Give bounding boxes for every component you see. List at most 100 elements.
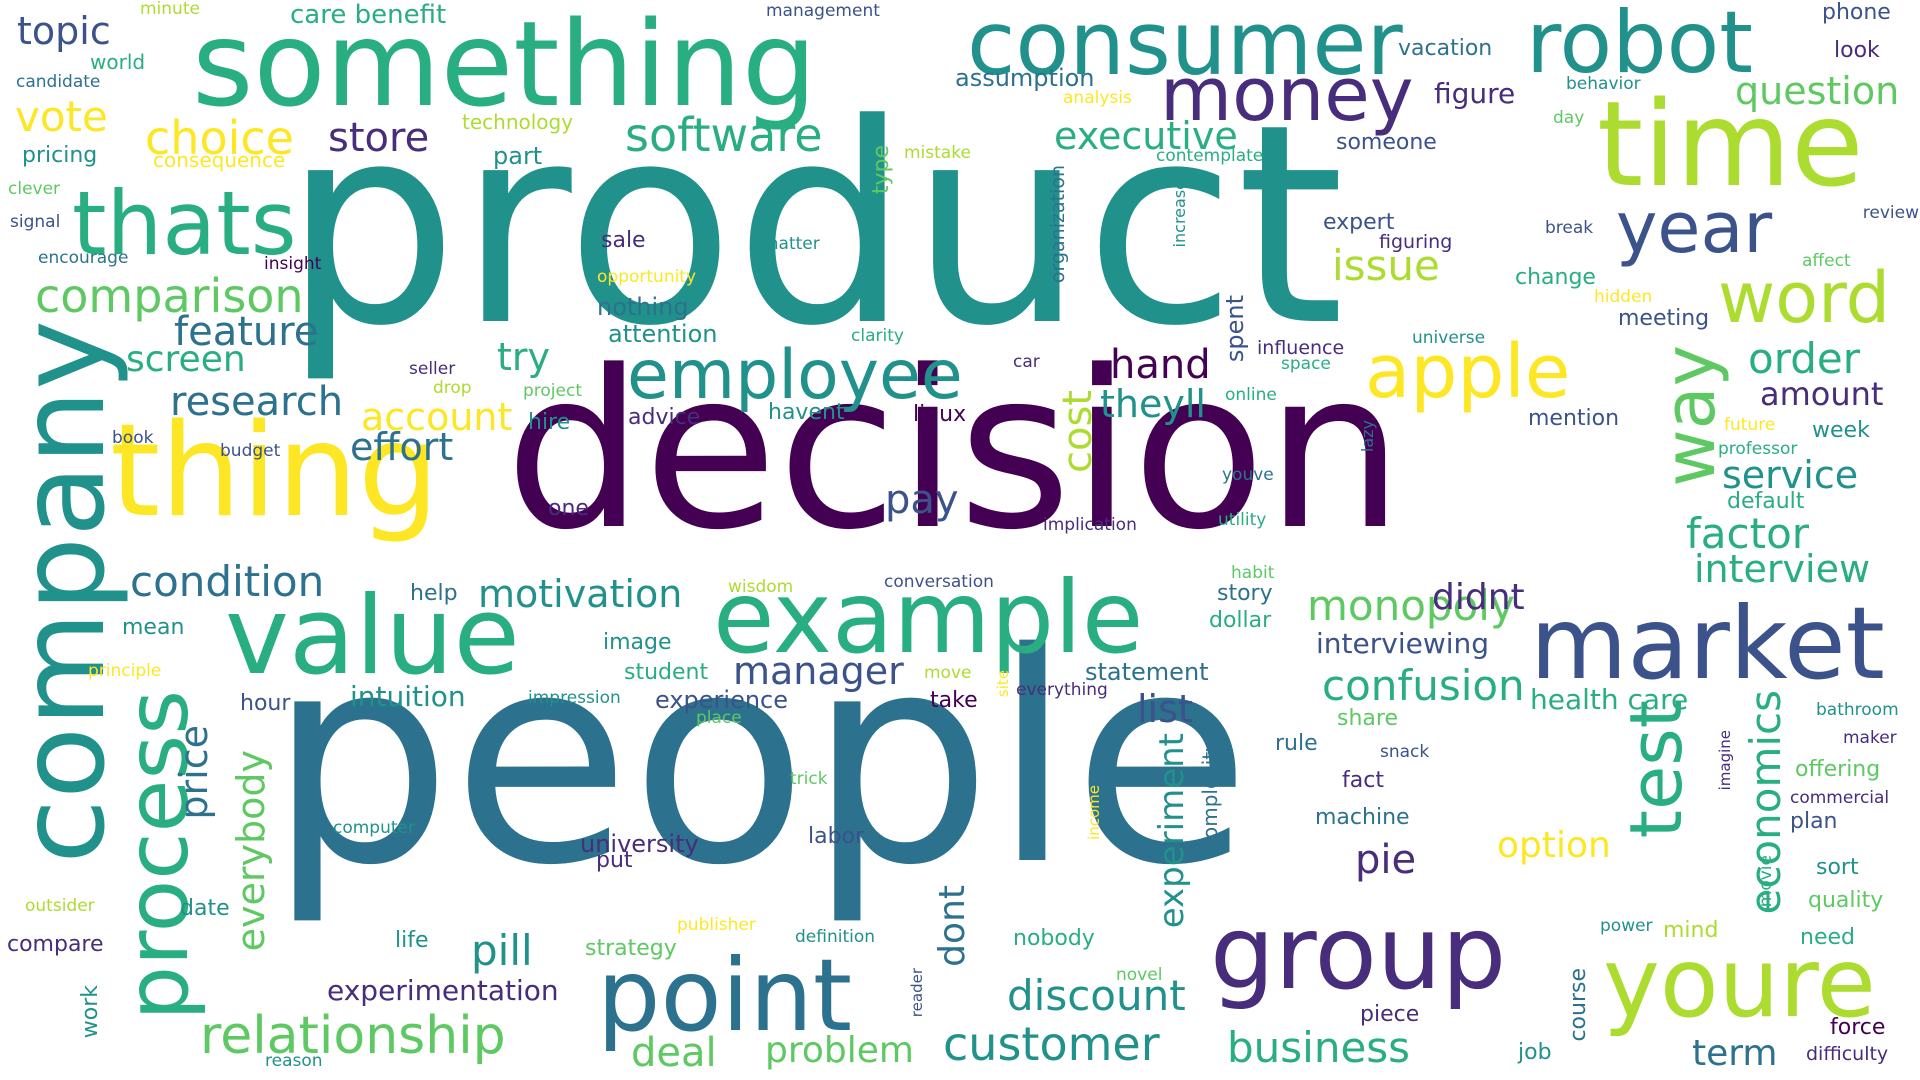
word-choice: choice (145, 111, 294, 165)
word-quality: quality (1808, 888, 1884, 913)
word-change: change (1515, 265, 1596, 290)
word-hand: hand (1110, 342, 1211, 388)
word-discount: discount (1007, 971, 1186, 1020)
word-option: option (1497, 825, 1611, 866)
word-influence: influence (1257, 337, 1345, 359)
word-market: market (1530, 585, 1885, 702)
word-software: software (625, 108, 823, 162)
word-car: car (1013, 352, 1040, 372)
word-store: store (328, 115, 430, 161)
word-sort: sort (1816, 855, 1859, 880)
word-sale: sale (601, 228, 646, 253)
word-date: date (180, 896, 230, 921)
word-income: income (1085, 785, 1103, 840)
word-part: part (493, 142, 543, 170)
word-move: move (924, 663, 972, 683)
word-minute: minute (140, 0, 200, 19)
word-topic: topic (17, 9, 111, 53)
word-bathroom: bathroom (1816, 700, 1899, 720)
word-question: question (1735, 69, 1900, 113)
word-online: online (1225, 385, 1277, 405)
word-day: day (1553, 108, 1585, 128)
word-youre: youre (1603, 927, 1876, 1039)
word-insight: insight (264, 254, 322, 274)
word-meeting: meeting (1618, 306, 1710, 331)
word-experience: experience (655, 686, 789, 714)
word-consumer: consumer (967, 0, 1403, 95)
word-employee: employee (627, 336, 963, 415)
word-book: book (112, 428, 154, 448)
word-fact: fact (1342, 768, 1384, 793)
word-relationship: relationship (200, 1006, 506, 1066)
word-customer: customer (943, 1017, 1160, 1071)
word-novel: novel (1116, 965, 1163, 985)
word-job: job (1518, 1040, 1552, 1065)
word-lazy: lazy (1358, 420, 1377, 453)
word-consequence: consequence (153, 148, 286, 172)
word-havent: havent (768, 400, 845, 425)
word-work: work (78, 985, 103, 1039)
word-movie: movie (1756, 855, 1776, 908)
word-screen: screen (126, 339, 246, 380)
word-project: project (523, 381, 583, 401)
word-theyll: theyll (1100, 382, 1206, 426)
word-linux: linux (913, 402, 967, 427)
word-hour: hour (240, 691, 291, 716)
word-vote: vote (15, 92, 108, 141)
word-course: course (1566, 968, 1591, 1042)
word-budget: budget (220, 441, 281, 461)
word-management: management (766, 1, 880, 21)
word-spent: spent (1221, 295, 1249, 363)
word-future: future (1724, 415, 1776, 435)
word-publisher: publisher (677, 915, 756, 935)
word-youve: youve (1222, 465, 1274, 485)
word-mind: mind (1663, 918, 1719, 943)
word-site: site (994, 670, 1012, 698)
word-piece: piece (1360, 1002, 1420, 1027)
word-story: story (1217, 581, 1273, 606)
word-implication: implication (1043, 515, 1137, 535)
word-share: share (1337, 706, 1398, 731)
word-didnt: didnt (1432, 577, 1525, 618)
word-word: word (1718, 257, 1891, 339)
word-year: year (1616, 187, 1773, 269)
word-increase: increase (1170, 180, 1189, 248)
word-interviewing: interviewing (1316, 627, 1490, 660)
word-value: value (225, 574, 520, 699)
word-need: need (1800, 925, 1855, 950)
word-affect: affect (1802, 251, 1851, 271)
word-impression: impression (528, 688, 621, 708)
word-put: put (596, 848, 633, 873)
word-company: company (0, 320, 131, 864)
word-someone: someone (1336, 130, 1437, 155)
word-life: life (395, 928, 429, 953)
word-commercial: commercial (1790, 788, 1890, 808)
word-power: power (1600, 916, 1653, 936)
word-product: product (283, 66, 1345, 387)
word-mistake: mistake (904, 143, 971, 163)
word-hidden: hidden (1594, 287, 1653, 307)
word-hire: hire (528, 410, 571, 435)
word-attention: attention (608, 320, 718, 348)
word-pay: pay (885, 477, 959, 523)
word-definition: definition (795, 927, 876, 947)
word-behavior: behavior (1566, 74, 1641, 94)
word-university: university (580, 830, 699, 858)
word-statement: statement (1085, 658, 1209, 686)
word-trick: trick (790, 769, 828, 789)
word-figuring: figuring (1379, 231, 1453, 253)
word-one: one (548, 496, 589, 521)
word-image: image (603, 630, 672, 655)
word-encourage: encourage (38, 248, 129, 268)
word-dollar: dollar (1209, 608, 1272, 633)
word-clever: clever (8, 179, 61, 199)
word-nobody: nobody (1013, 926, 1095, 951)
word-week: week (1812, 418, 1870, 443)
word-experiment: experiment (1152, 733, 1192, 929)
word-term: term (1692, 1033, 1778, 1074)
word-space: space (1281, 354, 1331, 374)
word-order: order (1748, 334, 1860, 383)
word-interview: interview (1694, 547, 1871, 591)
word-compare: compare (7, 932, 104, 957)
word-monopoly: monopoly (1307, 581, 1515, 630)
